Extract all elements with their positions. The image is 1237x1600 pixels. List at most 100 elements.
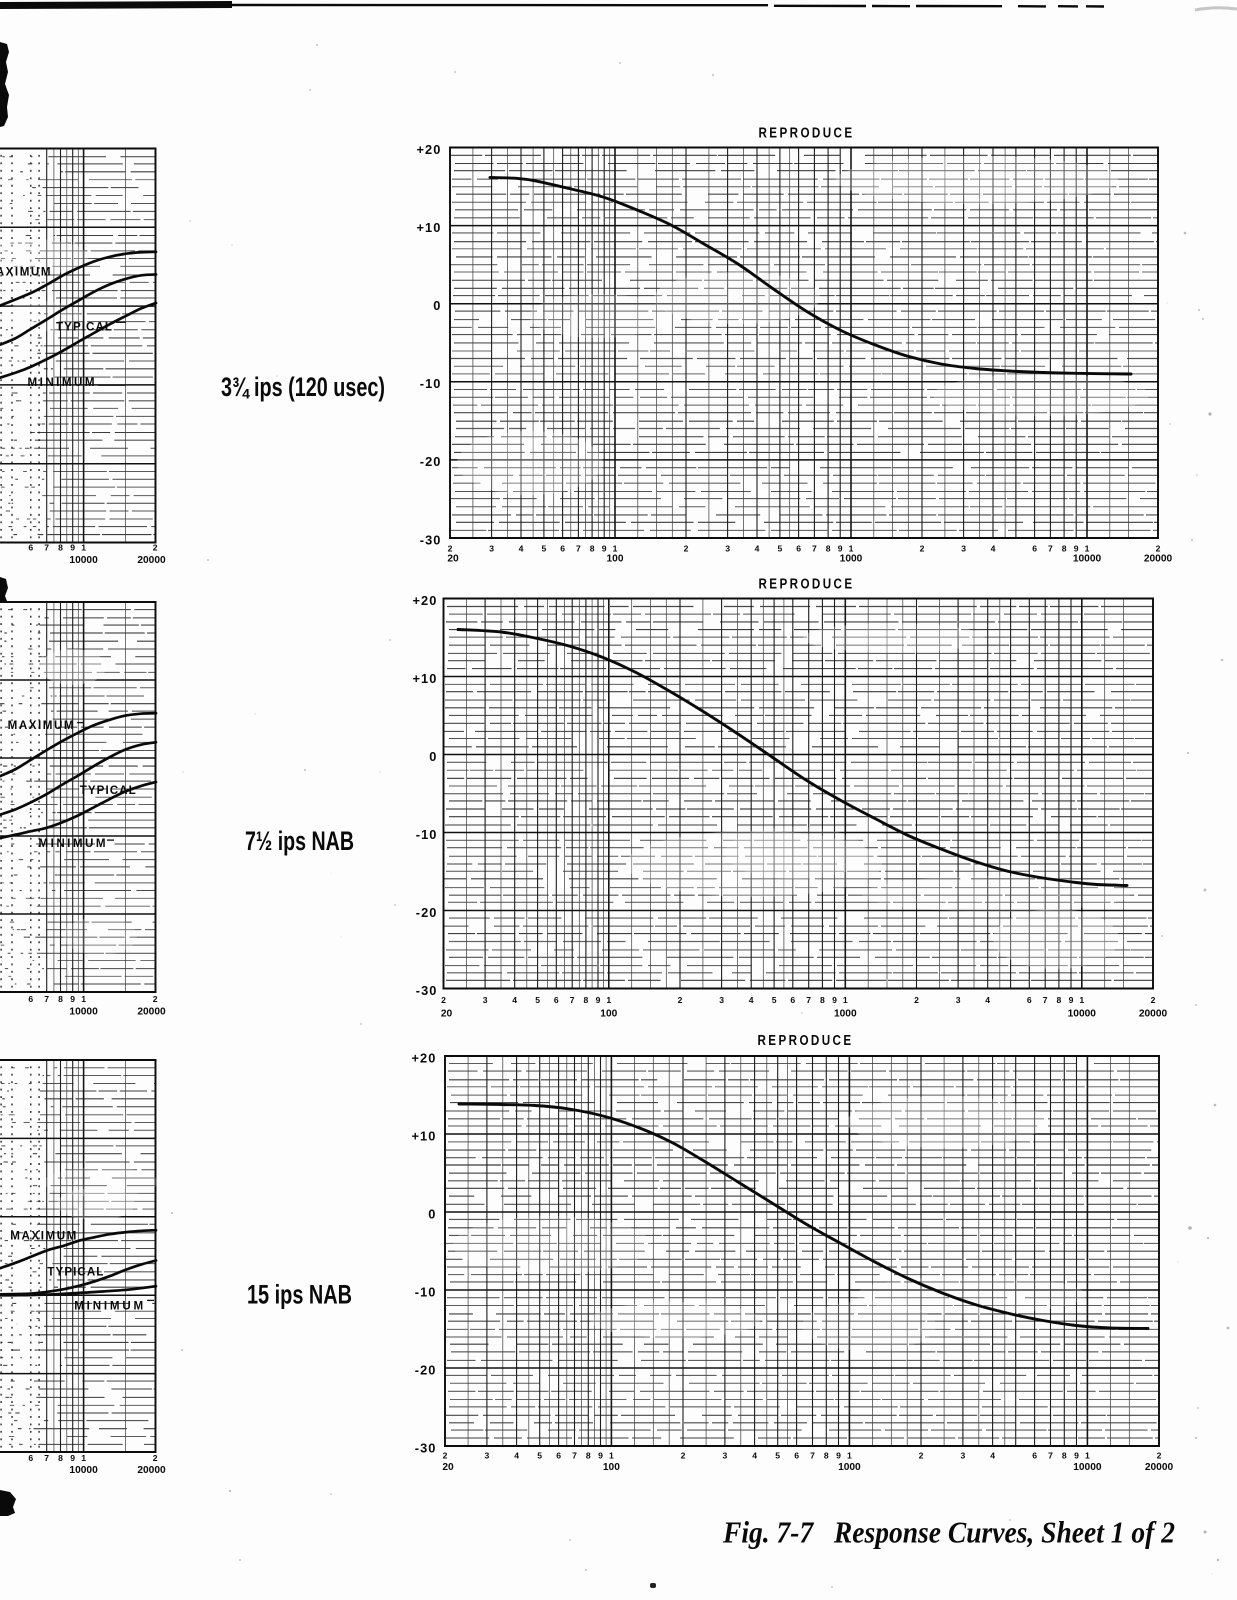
svg-text:8: 8 (1062, 544, 1067, 554)
svg-text:20: 20 (441, 1009, 453, 1020)
svg-text:8: 8 (58, 1453, 63, 1463)
svg-text:20000: 20000 (1144, 554, 1173, 565)
svg-text:20: 20 (447, 554, 459, 565)
svg-text:6: 6 (1027, 995, 1032, 1005)
svg-text:10000: 10000 (1073, 554, 1102, 565)
svg-text:8: 8 (820, 995, 825, 1005)
svg-text:2: 2 (1157, 1451, 1162, 1461)
svg-text:6: 6 (1032, 1451, 1037, 1461)
svg-text:8: 8 (590, 544, 595, 554)
svg-text:10000: 10000 (1068, 1009, 1097, 1020)
svg-text:REPRODUCE: REPRODUCE (759, 577, 855, 593)
svg-text:10000: 10000 (69, 555, 98, 566)
svg-text:7: 7 (810, 1451, 815, 1461)
svg-text:REPRODUCE: REPRODUCE (758, 1033, 854, 1049)
svg-text:9: 9 (602, 544, 607, 554)
svg-text:9: 9 (596, 995, 601, 1005)
svg-text:9: 9 (1069, 995, 1074, 1005)
svg-text:6: 6 (28, 1453, 33, 1463)
svg-text:+10: +10 (412, 671, 437, 686)
svg-text:1: 1 (613, 544, 618, 554)
svg-text:7: 7 (1048, 544, 1053, 554)
svg-text:5: 5 (775, 1451, 780, 1461)
svg-text:+20: +20 (416, 142, 441, 157)
svg-text:5: 5 (778, 544, 783, 554)
svg-text:MAXIMUM: MAXIMUM (8, 719, 74, 732)
svg-text:7: 7 (806, 995, 811, 1005)
svg-text:6: 6 (790, 995, 795, 1005)
svg-text:3: 3 (483, 995, 488, 1005)
svg-text:+10: +10 (416, 220, 441, 235)
svg-text:2: 2 (914, 995, 919, 1005)
svg-text:1: 1 (609, 1451, 614, 1461)
svg-text:20000: 20000 (1139, 1009, 1168, 1020)
svg-text:1: 1 (81, 1453, 86, 1463)
svg-text:MAXIMUM: MAXIMUM (10, 1229, 76, 1242)
svg-text:2: 2 (1151, 995, 1156, 1005)
svg-text:20: 20 (442, 1462, 454, 1473)
svg-text:-20: -20 (416, 905, 438, 920)
svg-text:4: 4 (519, 544, 524, 554)
svg-text:5: 5 (537, 1451, 542, 1461)
svg-text:4: 4 (749, 995, 754, 1005)
svg-text:8: 8 (824, 1451, 829, 1461)
svg-text:6: 6 (28, 543, 33, 553)
svg-text:7: 7 (576, 544, 581, 554)
svg-text:4: 4 (752, 1451, 757, 1461)
svg-text:4: 4 (755, 544, 760, 554)
svg-text:TYPICAL: TYPICAL (80, 784, 136, 797)
svg-text:1000: 1000 (840, 554, 863, 565)
svg-text:20000: 20000 (137, 1465, 166, 1476)
svg-text:+10: +10 (411, 1128, 436, 1143)
svg-text:4: 4 (514, 1451, 519, 1461)
svg-text:1: 1 (1085, 544, 1090, 554)
svg-text:3: 3 (485, 1451, 490, 1461)
svg-text:2: 2 (153, 543, 158, 553)
svg-text:MINIMUM: MINIMUM (28, 376, 95, 389)
svg-text:TYPICAL: TYPICAL (56, 320, 112, 333)
svg-text:6: 6 (1032, 544, 1037, 554)
svg-text:2: 2 (684, 544, 689, 554)
svg-text:10000: 10000 (69, 1465, 98, 1476)
svg-text:3: 3 (723, 1451, 728, 1461)
svg-text:1: 1 (1079, 995, 1084, 1005)
svg-text:3: 3 (489, 544, 494, 554)
svg-text:100: 100 (600, 1009, 617, 1020)
svg-text:8: 8 (584, 995, 589, 1005)
svg-text:2: 2 (448, 544, 453, 554)
svg-text:2: 2 (919, 1451, 924, 1461)
svg-text:7½ ips NAB: 7½ ips NAB (245, 826, 354, 856)
svg-text:8: 8 (58, 994, 63, 1004)
svg-text:1000: 1000 (838, 1462, 861, 1473)
svg-text:6: 6 (560, 544, 565, 554)
svg-text:6: 6 (554, 995, 559, 1005)
svg-text:2: 2 (920, 544, 925, 554)
svg-text:6: 6 (796, 544, 801, 554)
svg-text:9: 9 (70, 994, 75, 1004)
svg-text:5: 5 (542, 544, 547, 554)
svg-text:-20: -20 (420, 454, 442, 469)
svg-text:8: 8 (1057, 995, 1062, 1005)
svg-text:4: 4 (512, 995, 517, 1005)
svg-text:4: 4 (985, 995, 990, 1005)
svg-text:5: 5 (535, 995, 540, 1005)
svg-text:9: 9 (1074, 544, 1079, 554)
svg-text:+20: +20 (412, 593, 437, 608)
svg-text:MINIMUM: MINIMUM (39, 837, 106, 850)
svg-text:9: 9 (1074, 1451, 1079, 1461)
svg-text:7: 7 (1043, 995, 1048, 1005)
svg-text:3: 3 (719, 995, 724, 1005)
svg-text:1: 1 (849, 544, 854, 554)
svg-text:9: 9 (598, 1451, 603, 1461)
svg-text:7: 7 (44, 1453, 49, 1463)
svg-text:20000: 20000 (1145, 1462, 1174, 1473)
svg-text:2: 2 (1156, 544, 1161, 554)
svg-text:1: 1 (81, 994, 86, 1004)
svg-text:9: 9 (836, 1451, 841, 1461)
svg-text:7: 7 (572, 1451, 577, 1461)
svg-text:7: 7 (570, 995, 575, 1005)
svg-text:100: 100 (607, 554, 624, 565)
svg-text:2: 2 (681, 1451, 686, 1461)
svg-text:15 ips NAB: 15 ips NAB (247, 1280, 352, 1310)
svg-text:4: 4 (990, 1451, 995, 1461)
